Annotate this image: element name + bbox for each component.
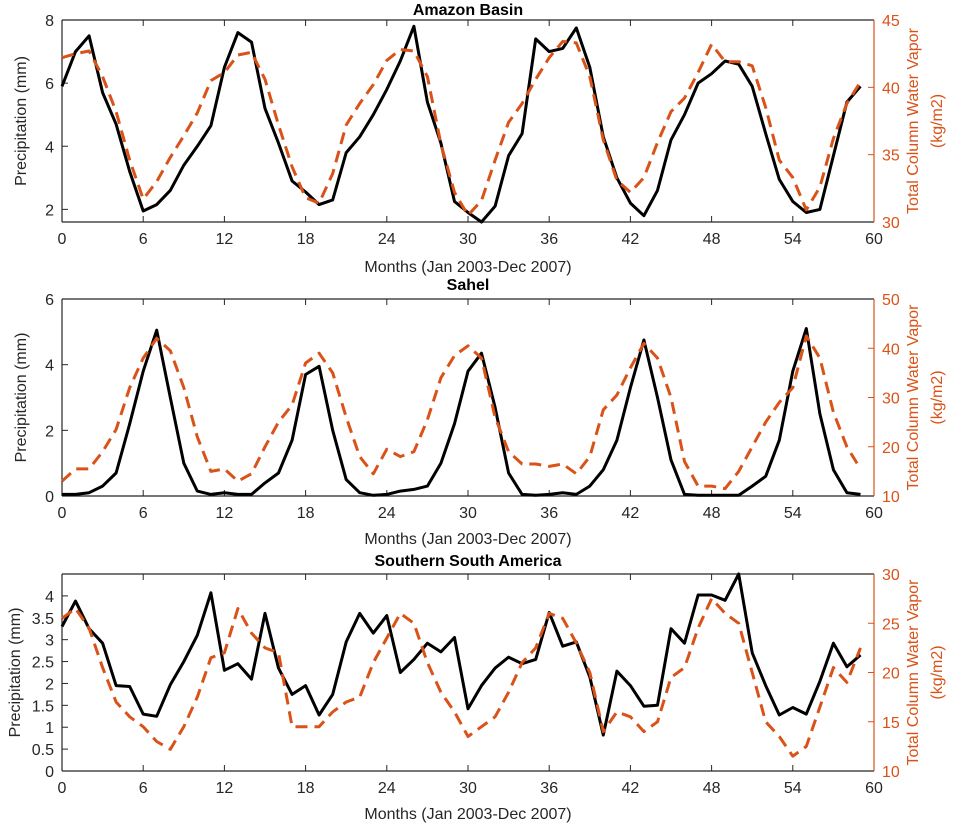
y-tick-label: 3.5 — [32, 611, 54, 628]
x-tick-label: 36 — [540, 780, 558, 797]
x-tick-label: 18 — [297, 505, 315, 522]
plot-area — [62, 574, 874, 771]
y-right-tick-label: 40 — [882, 341, 900, 358]
plot-area — [62, 20, 874, 222]
x-tick-label: 60 — [865, 505, 883, 522]
y-right-axis-label-line2: (kg/m2) — [929, 94, 946, 148]
y-tick-label: 1.5 — [32, 698, 54, 715]
x-axis-label: Months (Jan 2003-Dec 2007) — [364, 531, 571, 548]
y-tick-label: 0.5 — [32, 742, 54, 759]
x-tick-label: 12 — [216, 231, 234, 248]
x-tick-label: 60 — [865, 780, 883, 797]
x-tick-label: 6 — [139, 231, 148, 248]
x-tick-label: 42 — [622, 231, 640, 248]
y-right-tick-label: 20 — [882, 440, 900, 457]
x-tick-label: 36 — [540, 505, 558, 522]
x-axis-label: Months (Jan 2003-Dec 2007) — [364, 806, 571, 823]
y-tick-label: 2.5 — [32, 655, 54, 672]
y-tick-label: 1 — [45, 720, 54, 737]
x-tick-label: 30 — [459, 231, 477, 248]
x-tick-label: 18 — [297, 780, 315, 797]
chart-title: Amazon Basin — [413, 2, 523, 19]
y-right-tick-label: 25 — [882, 616, 900, 633]
x-tick-label: 60 — [865, 231, 883, 248]
precip-series-line — [60, 24, 862, 224]
y-tick-label: 0 — [45, 489, 54, 506]
plot-area — [62, 299, 874, 496]
x-tick-label: 24 — [378, 231, 396, 248]
y-tick-label: 2 — [45, 202, 54, 219]
chart-title: Southern South America — [375, 553, 562, 570]
x-tick-label: 12 — [216, 505, 234, 522]
y-tick-label: 2 — [45, 676, 54, 693]
y-axis-label: Precipitation (mm) — [7, 608, 24, 738]
y-right-tick-label: 30 — [882, 215, 900, 232]
x-tick-label: 54 — [784, 780, 802, 797]
y-tick-label: 4 — [45, 139, 54, 156]
precip-series-line — [62, 327, 861, 497]
y-right-tick-label: 15 — [882, 715, 900, 732]
y-right-axis-label-line1: Total Column Water Vapor — [905, 27, 922, 214]
y-right-axis-label-line2: (kg/m2) — [929, 645, 946, 699]
y-tick-label: 2 — [45, 423, 54, 440]
x-tick-label: 24 — [378, 780, 396, 797]
x-tick-label: 42 — [622, 505, 640, 522]
y-tick-label: 8 — [45, 13, 54, 30]
y-right-tick-label: 10 — [882, 764, 900, 781]
x-tick-label: 0 — [58, 505, 67, 522]
y-right-tick-label: 30 — [882, 391, 900, 408]
x-tick-label: 0 — [58, 780, 67, 797]
chart-title: Sahel — [447, 277, 490, 294]
y-tick-label: 3 — [45, 633, 54, 650]
y-right-tick-label: 10 — [882, 489, 900, 506]
x-tick-label: 6 — [139, 780, 148, 797]
y-right-tick-label: 20 — [882, 666, 900, 683]
x-tick-label: 24 — [378, 505, 396, 522]
x-tick-label: 18 — [297, 231, 315, 248]
y-right-axis-label-line2: (kg/m2) — [929, 370, 946, 424]
y-right-tick-label: 30 — [882, 567, 900, 584]
x-tick-label: 0 — [58, 231, 67, 248]
y-axis-label: Precipitation (mm) — [13, 333, 30, 463]
x-tick-label: 6 — [139, 505, 148, 522]
tcwv-series-line — [61, 40, 862, 217]
x-tick-label: 36 — [540, 231, 558, 248]
y-tick-label: 6 — [45, 292, 54, 309]
y-right-tick-label: 45 — [882, 13, 900, 30]
y-right-axis-label-line1: Total Column Water Vapor — [905, 304, 922, 491]
precip-series-line — [60, 572, 862, 737]
tcwv-series-line — [61, 597, 862, 758]
y-tick-label: 4 — [45, 358, 54, 375]
x-tick-label: 30 — [459, 780, 477, 797]
y-right-tick-label: 40 — [882, 80, 900, 97]
x-tick-label: 54 — [784, 231, 802, 248]
tcwv-series-line — [60, 334, 862, 491]
x-tick-label: 48 — [703, 231, 721, 248]
x-tick-label: 30 — [459, 505, 477, 522]
y-tick-label: 6 — [45, 76, 54, 93]
x-tick-label: 54 — [784, 505, 802, 522]
y-right-tick-label: 50 — [882, 292, 900, 309]
y-tick-label: 0 — [45, 764, 54, 781]
x-tick-label: 48 — [703, 505, 721, 522]
y-tick-label: 4 — [45, 589, 54, 606]
y-right-axis-label-line1: Total Column Water Vapor — [905, 579, 922, 766]
x-axis-label: Months (Jan 2003-Dec 2007) — [364, 259, 571, 276]
x-tick-label: 48 — [703, 780, 721, 797]
x-tick-label: 42 — [622, 780, 640, 797]
y-right-tick-label: 35 — [882, 148, 900, 165]
y-axis-label: Precipitation (mm) — [13, 56, 30, 186]
x-tick-label: 12 — [216, 780, 234, 797]
